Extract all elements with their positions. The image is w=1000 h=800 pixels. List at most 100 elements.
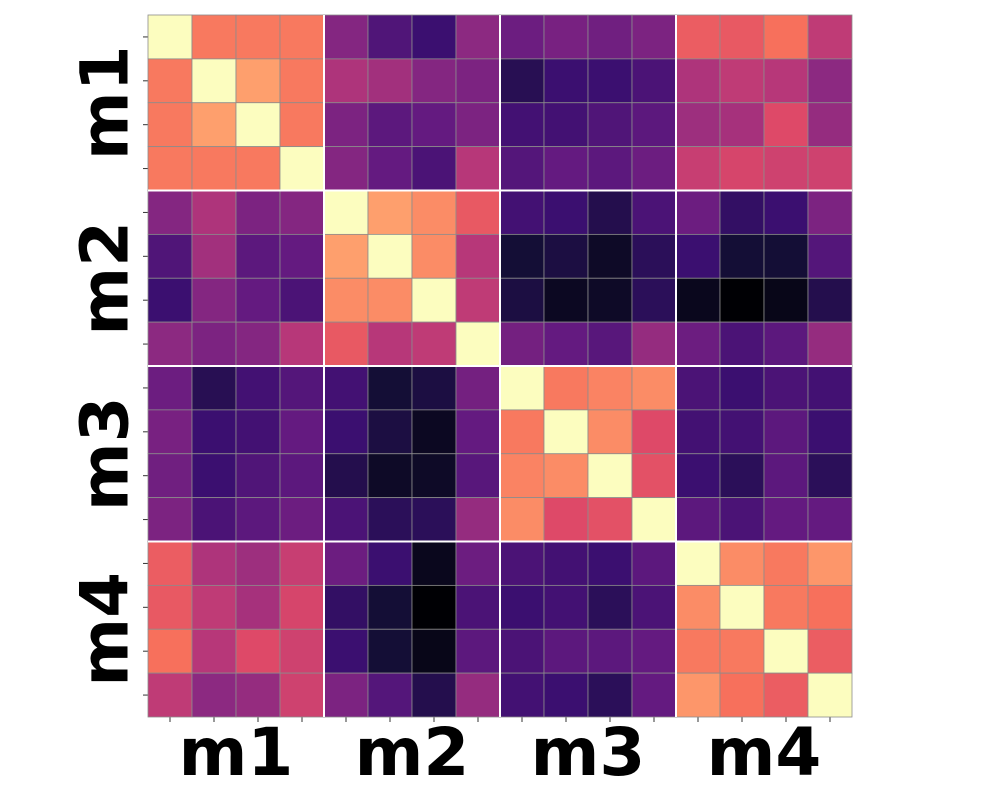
heatmap-cell xyxy=(763,497,809,542)
heatmap-cell xyxy=(675,14,721,60)
heatmap-cell xyxy=(587,584,633,630)
heatmap-cell xyxy=(279,409,325,455)
heatmap-cell xyxy=(455,409,501,455)
heatmap-cell xyxy=(763,102,809,148)
heatmap-cell xyxy=(147,409,193,455)
y-group-label-m1: m1 xyxy=(67,45,144,160)
heatmap-cell xyxy=(675,497,721,542)
heatmap-cell xyxy=(543,233,589,279)
heatmap-cell xyxy=(807,58,853,104)
heatmap-cell xyxy=(631,190,677,235)
heatmap-cell xyxy=(323,453,369,499)
heatmap-cell xyxy=(719,102,765,148)
heatmap-cell xyxy=(807,541,853,586)
y-group-label-m4: m4 xyxy=(67,572,144,687)
heatmap-cell xyxy=(675,190,721,235)
heatmap-cell xyxy=(411,497,457,542)
heatmap-cell xyxy=(191,146,237,191)
heatmap-cell xyxy=(543,146,589,191)
heatmap-cell xyxy=(631,146,677,191)
heatmap-cell xyxy=(543,453,589,499)
heatmap-cell xyxy=(235,190,281,235)
heatmap-cell xyxy=(719,233,765,279)
heatmap-cell xyxy=(719,584,765,630)
heatmap-cell xyxy=(367,277,413,323)
heatmap-cell xyxy=(411,14,457,60)
heatmap-cell xyxy=(587,365,633,411)
heatmap-cell xyxy=(323,628,369,674)
heatmap-cell xyxy=(719,146,765,191)
heatmap-cell xyxy=(499,233,545,279)
heatmap-cell xyxy=(719,409,765,455)
heatmap-cell xyxy=(367,233,413,279)
heatmap-cell xyxy=(807,497,853,542)
heatmap-cell xyxy=(631,102,677,148)
heatmap-cell xyxy=(367,146,413,191)
heatmap-cell xyxy=(455,277,501,323)
heatmap-cell xyxy=(323,497,369,542)
heatmap-cell xyxy=(235,584,281,630)
heatmap-cell xyxy=(763,14,809,60)
heatmap-cell xyxy=(675,672,721,718)
heatmap-cell xyxy=(455,190,501,235)
heatmap-cell xyxy=(191,365,237,411)
heatmap-cell xyxy=(587,277,633,323)
heatmap-cell xyxy=(323,277,369,323)
heatmap-cell xyxy=(323,146,369,191)
heatmap-cell xyxy=(235,409,281,455)
heatmap-cell xyxy=(719,497,765,542)
heatmap-cell xyxy=(191,672,237,718)
heatmap-cell xyxy=(191,14,237,60)
heatmap-cell xyxy=(719,453,765,499)
heatmap-cell xyxy=(279,672,325,718)
heatmap-cell xyxy=(543,102,589,148)
heatmap-cell xyxy=(279,453,325,499)
heatmap-cell xyxy=(543,321,589,367)
heatmap-cell xyxy=(719,58,765,104)
heatmap-cell xyxy=(499,365,545,411)
heatmap-cell xyxy=(631,541,677,586)
heatmap-cell xyxy=(235,277,281,323)
heatmap-cell xyxy=(807,277,853,323)
heatmap-cell xyxy=(147,190,193,235)
heatmap-cell xyxy=(411,672,457,718)
heatmap-cell xyxy=(675,541,721,586)
heatmap-cell xyxy=(411,584,457,630)
heatmap-cell xyxy=(719,14,765,60)
heatmap-cell xyxy=(675,453,721,499)
heatmap-cell xyxy=(675,365,721,411)
heatmap-cell xyxy=(675,58,721,104)
x-group-label-m3: m3 xyxy=(531,714,646,791)
heatmap-cell xyxy=(367,365,413,411)
heatmap-cell xyxy=(279,102,325,148)
heatmap-cell xyxy=(631,628,677,674)
heatmap-cell xyxy=(587,628,633,674)
heatmap-cell xyxy=(147,321,193,367)
heatmap-cell xyxy=(367,58,413,104)
heatmap-cell xyxy=(367,584,413,630)
y-group-label-m2: m2 xyxy=(67,221,144,336)
heatmap-cell xyxy=(763,672,809,718)
heatmap-cell xyxy=(719,277,765,323)
heatmap-cell xyxy=(499,497,545,542)
heatmap-cell xyxy=(411,277,457,323)
heatmap-cell xyxy=(587,14,633,60)
heatmap-cell xyxy=(763,541,809,586)
heatmap-cell xyxy=(675,277,721,323)
heatmap-cell xyxy=(807,409,853,455)
heatmap-cell xyxy=(499,672,545,718)
heatmap-cell xyxy=(807,102,853,148)
group-separators xyxy=(148,15,852,717)
heatmap-cell xyxy=(455,453,501,499)
heatmap-cell xyxy=(543,58,589,104)
heatmap-cell xyxy=(279,146,325,191)
heatmap-cell xyxy=(191,541,237,586)
heatmap-cell xyxy=(411,102,457,148)
heatmap-cell xyxy=(499,628,545,674)
heatmap-cell xyxy=(147,14,193,60)
heatmap-cell xyxy=(455,497,501,542)
heatmap-cell xyxy=(279,541,325,586)
heatmap-cell xyxy=(543,190,589,235)
heatmap-cell xyxy=(279,628,325,674)
heatmap-cell xyxy=(147,584,193,630)
